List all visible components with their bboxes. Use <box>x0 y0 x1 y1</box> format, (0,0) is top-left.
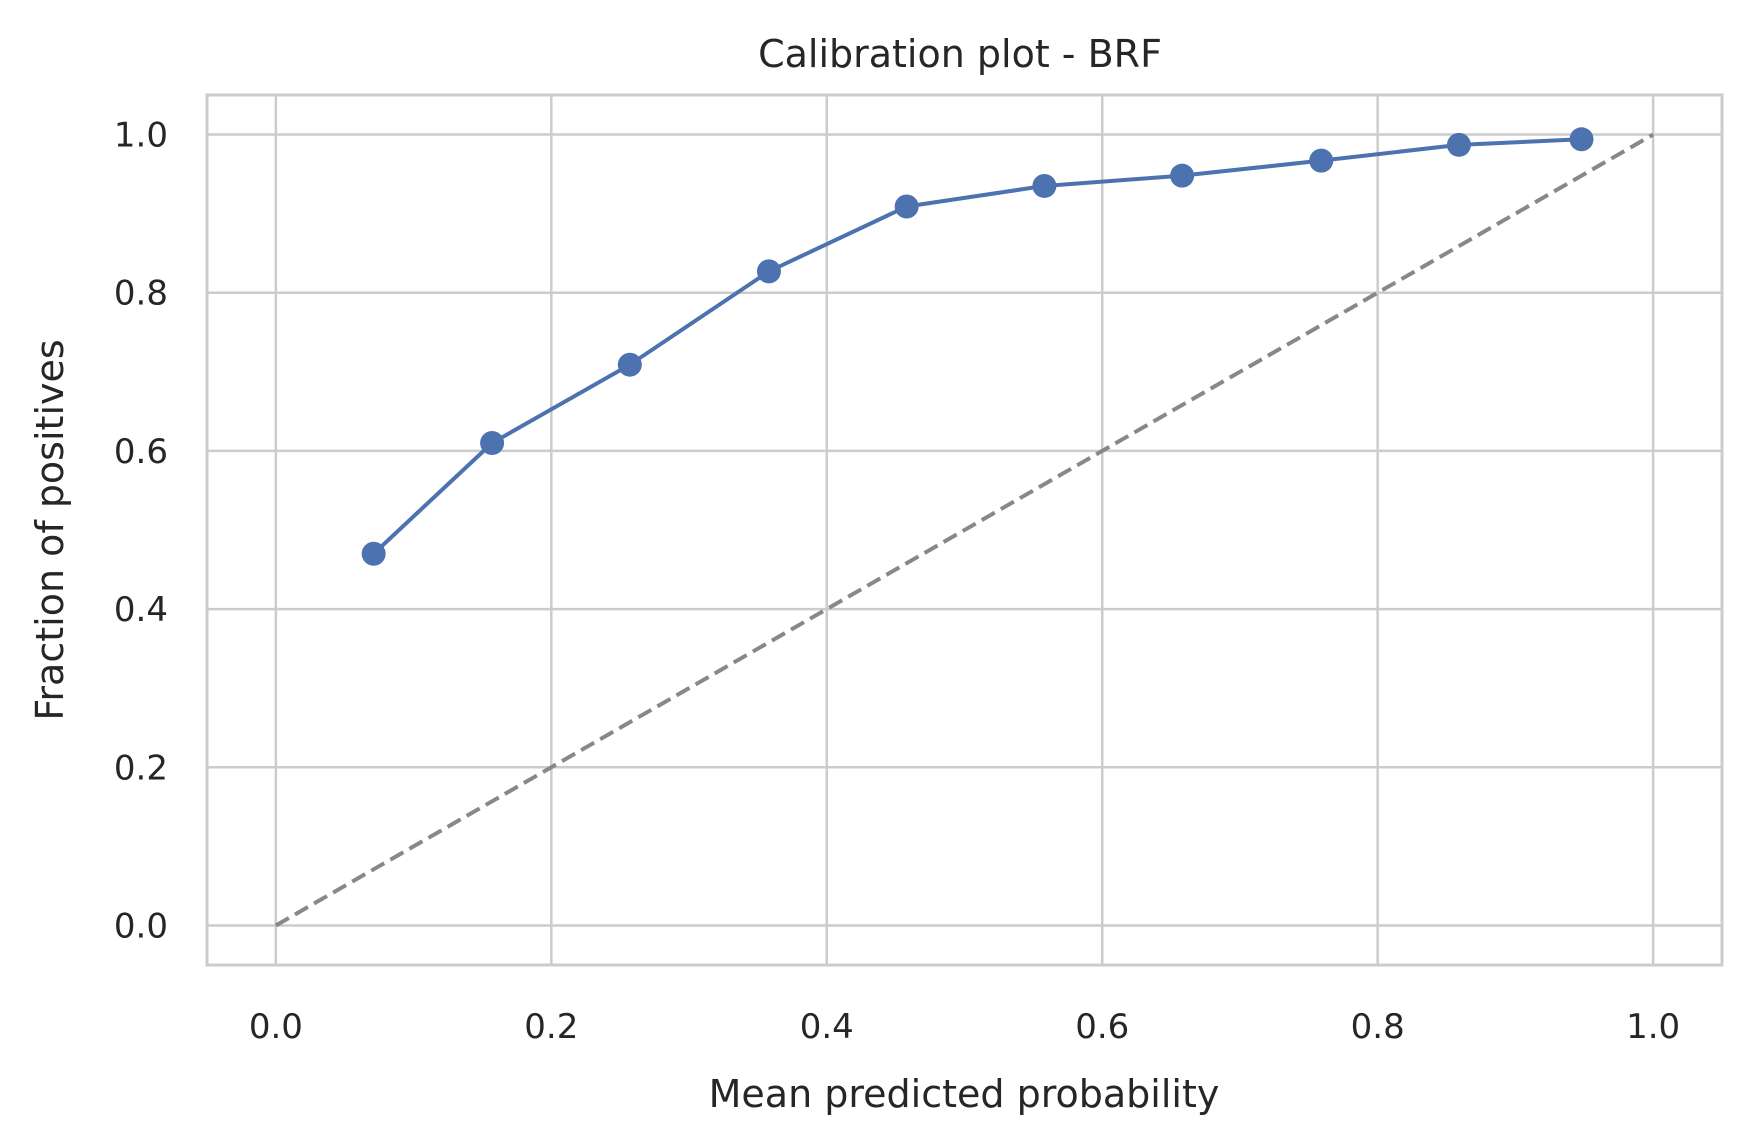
y-tick-label: 0.2 <box>114 748 168 788</box>
grid <box>207 95 1722 965</box>
y-tick-label: 1.0 <box>114 116 168 156</box>
x-tick-label: 0.2 <box>524 1007 578 1047</box>
y-tick-label: 0.6 <box>114 432 168 472</box>
plot-frame <box>205 93 1724 967</box>
series-layer <box>274 127 1655 928</box>
calibration-point <box>894 194 919 219</box>
y-tick-label: 0.4 <box>114 590 168 630</box>
y-tick-label: 0.0 <box>114 906 168 946</box>
calibration-curve-line <box>372 137 1582 556</box>
x-axis-ticks: 0.0 0.2 0.4 0.6 0.8 1.0 <box>249 1007 1680 1047</box>
calibration-point <box>617 352 642 377</box>
calibration-point <box>361 541 386 566</box>
x-tick-label: 1.0 <box>1626 1007 1680 1047</box>
calibration-point <box>1032 173 1057 198</box>
calibration-point <box>1569 127 1594 152</box>
calibration-point <box>1446 132 1471 157</box>
y-tick-label: 0.8 <box>114 274 168 314</box>
calibration-point <box>1170 163 1195 188</box>
calibration-point <box>756 259 781 284</box>
calibration-point <box>480 431 505 455</box>
chart-title: Calibration plot - BRF <box>758 32 1162 76</box>
x-tick-label: 0.8 <box>1351 1007 1405 1047</box>
y-axis-ticks: 0.0 0.2 0.4 0.6 0.8 1.0 <box>114 116 168 947</box>
calibration-point <box>1309 148 1334 173</box>
y-axis-label: Fraction of positives <box>28 339 72 720</box>
perfect-calibration-line <box>274 132 1655 928</box>
x-tick-label: 0.4 <box>800 1007 854 1047</box>
x-axis-label: Mean predicted probability <box>709 1072 1220 1116</box>
x-tick-label: 0.0 <box>249 1007 303 1047</box>
x-tick-label: 0.6 <box>1075 1007 1129 1047</box>
